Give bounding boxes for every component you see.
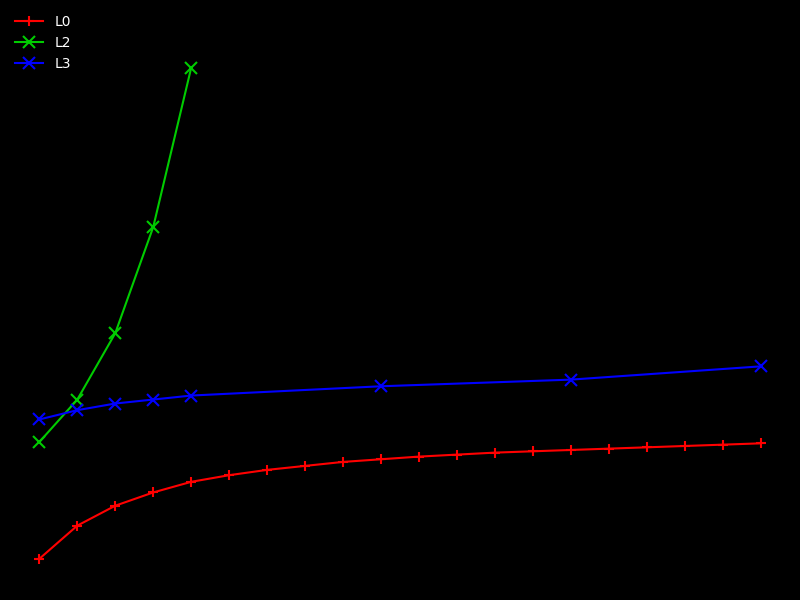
Legend: L0, L2, L3: L0, L2, L3 <box>8 8 78 78</box>
L0 <box>186 478 196 485</box>
L0 <box>452 451 462 458</box>
L0 <box>490 449 500 456</box>
L0 <box>300 462 310 469</box>
L0 <box>604 445 614 452</box>
L3 <box>376 383 386 390</box>
L0 <box>680 442 690 449</box>
L3 <box>73 407 82 414</box>
L2 <box>149 223 158 230</box>
L0 <box>756 440 766 447</box>
L3 <box>110 400 120 407</box>
L3 <box>186 392 196 399</box>
L0 <box>338 458 348 466</box>
Line: L3: L3 <box>34 361 766 425</box>
L0 <box>528 448 538 455</box>
L2 <box>73 396 82 403</box>
L3 <box>34 416 44 423</box>
L3 <box>566 376 576 383</box>
L0 <box>224 472 234 479</box>
Line: L2: L2 <box>34 62 197 448</box>
L0 <box>110 502 120 509</box>
L2 <box>110 329 120 337</box>
L3 <box>756 363 766 370</box>
L3 <box>149 396 158 403</box>
L0 <box>718 441 727 448</box>
L0 <box>73 522 82 529</box>
L0 <box>376 455 386 463</box>
Line: L0: L0 <box>34 439 766 563</box>
L2 <box>186 64 196 71</box>
L0 <box>642 444 651 451</box>
L0 <box>34 555 44 562</box>
L0 <box>566 446 576 454</box>
L2 <box>34 439 44 446</box>
L0 <box>262 466 272 473</box>
L0 <box>149 489 158 496</box>
L0 <box>414 453 424 460</box>
